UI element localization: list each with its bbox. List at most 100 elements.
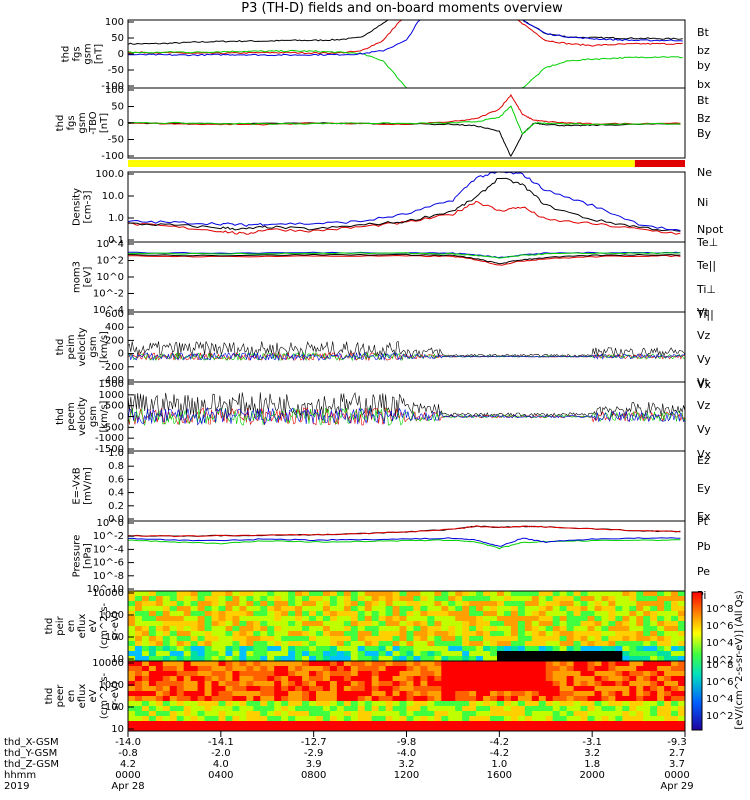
heatmap-cell (580, 701, 589, 707)
heatmap-cell (155, 686, 164, 692)
heatmap-cell (636, 661, 644, 667)
heatmap-cell (580, 616, 589, 622)
heatmap-cell (162, 706, 171, 712)
heatmap-cell (162, 666, 171, 672)
heatmap-cell (608, 626, 616, 632)
heatmap-cell (302, 716, 310, 722)
heatmap-cell (671, 591, 679, 597)
heatmap-cell (455, 706, 463, 712)
heatmap-cell (288, 701, 296, 707)
heatmap-cell (580, 641, 589, 647)
legend-Vx: Vx (697, 448, 712, 461)
heatmap-cell (643, 611, 651, 617)
heatmap-cell (281, 666, 289, 672)
heatmap-cell (448, 621, 456, 627)
heatmap-cell (664, 726, 672, 732)
heatmap-cell (329, 601, 338, 607)
heatmap-cell (497, 696, 505, 702)
heatmap-cell (587, 611, 595, 617)
heatmap-cell (309, 701, 317, 707)
heatmap-cell (573, 651, 582, 657)
heatmap-cell (552, 641, 561, 647)
heatmap-cell (357, 706, 366, 712)
heatmap-cell (336, 636, 345, 642)
heatmap-cell (315, 666, 324, 672)
heatmap-cell (357, 726, 366, 732)
heatmap-cell (218, 701, 226, 707)
heatmap-cell (155, 636, 164, 642)
heatmap-cell (566, 636, 575, 642)
heatmap-cell (134, 691, 143, 697)
heatmap-cell (531, 626, 540, 632)
heatmap-cell (622, 606, 630, 612)
heatmap-cell (587, 721, 595, 727)
heatmap-cell (364, 711, 373, 717)
heatmap-cell (587, 706, 595, 712)
heatmap-cell (155, 596, 164, 602)
series-line-Vy (127, 351, 685, 362)
y-tick-label: 10 (111, 654, 124, 665)
heatmap-cell (545, 596, 554, 602)
heatmap-cell (406, 671, 414, 677)
heatmap-cell (378, 596, 387, 602)
heatmap-cell (545, 636, 554, 642)
heatmap-cell (601, 726, 609, 732)
heatmap-cell (573, 696, 582, 702)
heatmap-cell (204, 681, 213, 687)
heatmap-cell (155, 626, 164, 632)
heatmap-cell (399, 691, 407, 697)
heatmap-cell (594, 656, 602, 662)
heatmap-cell (552, 716, 561, 722)
heatmap-cell (643, 626, 651, 632)
heatmap-cell (357, 621, 366, 627)
heatmap-cell (183, 641, 192, 647)
heatmap-cell (329, 726, 338, 732)
heatmap-cell (608, 686, 616, 692)
x-row-label: thd_X-GSM (4, 737, 59, 748)
x-row-value: 1.0 (491, 759, 507, 770)
heatmap-cell (406, 601, 414, 607)
heatmap-cell (503, 611, 512, 617)
heatmap-cell (260, 626, 268, 632)
y-tick-label: -500 (101, 422, 124, 433)
heatmap-cell (162, 726, 171, 732)
heatmap-cell (288, 596, 296, 602)
heatmap-cell (406, 651, 414, 657)
heatmap-cell (329, 666, 338, 672)
heatmap-cell (636, 606, 644, 612)
heatmap-cell (524, 696, 533, 702)
heatmap-cell (629, 631, 637, 637)
heatmap-cell (274, 661, 282, 667)
heatmap-cell (420, 721, 428, 727)
heatmap-cell (364, 611, 373, 617)
heatmap-cell (503, 686, 512, 692)
heatmap-cell (190, 726, 199, 732)
heatmap-cell (267, 681, 275, 687)
heatmap-cell (385, 616, 394, 622)
heatmap-cell (336, 716, 345, 722)
heatmap-cell (343, 626, 352, 632)
heatmap-cell (183, 726, 192, 732)
heatmap-cell (566, 726, 575, 732)
heatmap-cell (476, 651, 484, 657)
heatmap-cell (309, 676, 317, 682)
heatmap-cell (302, 641, 310, 647)
heatmap-cell (434, 691, 442, 697)
heatmap-cell (260, 721, 268, 727)
heatmap-cell (566, 676, 575, 682)
heatmap-cell (664, 661, 672, 667)
heatmap-cell (406, 686, 414, 692)
heatmap-cell (197, 671, 206, 677)
heatmap-cell (218, 601, 226, 607)
heatmap-cell (309, 616, 317, 622)
heatmap-cell (434, 641, 442, 647)
heatmap-cell (531, 591, 540, 597)
colorbar-label: [eV/(cm^2-s-sr-eV)] (All Qs) (734, 590, 745, 729)
heatmap-cell (329, 651, 338, 657)
heatmap-cell (476, 701, 484, 707)
heatmap-cell (378, 636, 387, 642)
heatmap-cell (664, 631, 672, 637)
heatmap-cell (343, 666, 352, 672)
heatmap-cell (469, 621, 477, 627)
heatmap-cell (413, 616, 421, 622)
